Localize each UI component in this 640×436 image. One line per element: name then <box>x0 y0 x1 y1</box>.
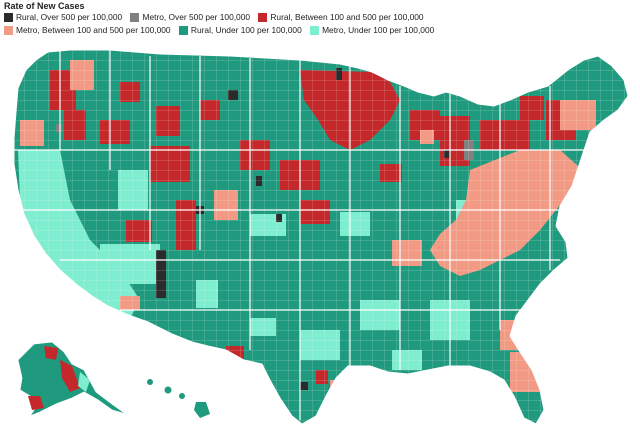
legend-label: Rural, Under 100 per 100,000 <box>190 25 302 35</box>
legend-swatch <box>310 26 320 35</box>
legend-label: Metro, Between 100 and 500 per 100,000 <box>16 25 171 35</box>
map-title: Rate of New Cases <box>4 1 85 11</box>
legend-item-metro-over-500: Metro, Over 500 per 100,000 <box>130 12 250 23</box>
legend-item-metro-under-100: Metro, Under 100 per 100,000 <box>310 25 434 36</box>
legend-swatch <box>4 13 13 22</box>
legend-label: Metro, Over 500 per 100,000 <box>142 12 251 22</box>
legend-item-rural-under-100: Rural, Under 100 per 100,000 <box>178 25 302 36</box>
legend-item-metro-100-500: Metro, Between 100 and 500 per 100,000 <box>4 25 171 36</box>
legend-label: Rural, Between 100 and 500 per 100,000 <box>270 12 424 22</box>
legend-label: Metro, Under 100 per 100,000 <box>322 25 435 35</box>
legend-swatch <box>4 26 13 35</box>
state-borders <box>14 50 600 420</box>
legend-item-rural-100-500: Rural, Between 100 and 500 per 100,000 <box>258 12 424 23</box>
legend-swatch <box>178 26 188 35</box>
legend-item-rural-over-500: Rural, Over 500 per 100,000 <box>4 12 122 23</box>
us-outline <box>13 49 629 425</box>
hawaii <box>147 379 210 418</box>
contiguous-us <box>14 50 628 424</box>
legend-swatch <box>130 13 140 22</box>
legend-label: Rural, Over 500 per 100,000 <box>16 12 123 22</box>
alaska <box>17 341 127 417</box>
legend: Rural, Over 500 per 100,000 Metro, Over … <box>4 12 564 38</box>
us-county-map <box>13 49 629 425</box>
legend-swatch <box>258 13 268 22</box>
